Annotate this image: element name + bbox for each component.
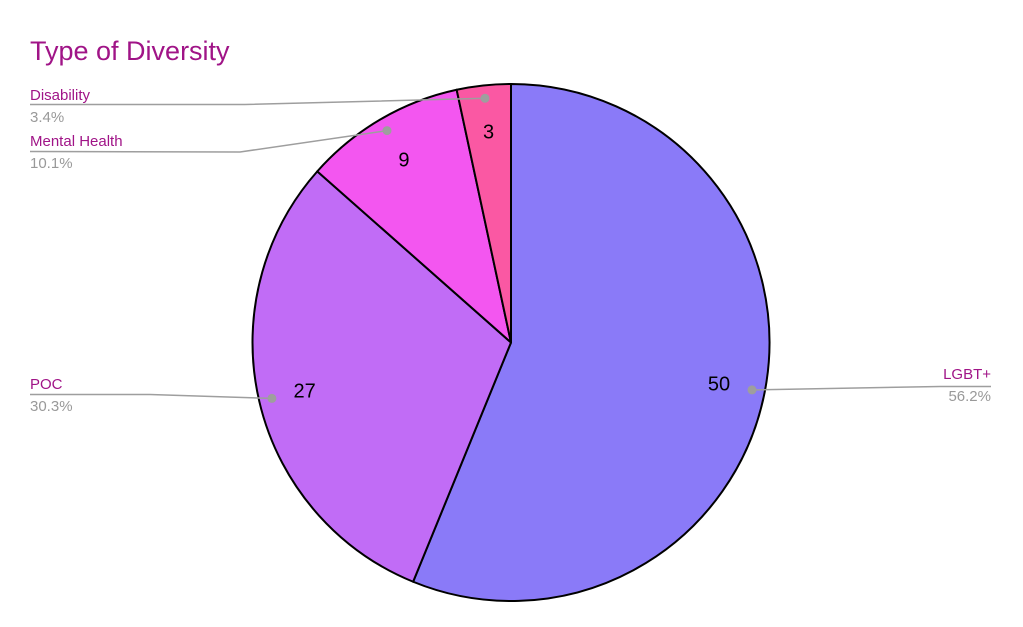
slice-label-mental-health: Mental Health 10.1% [30, 134, 123, 172]
slice-label-lgbt-percent: 56.2% [948, 388, 991, 405]
slice-label-disability-name: Disability [30, 87, 91, 104]
slice-value-disability: 3 [483, 122, 494, 144]
pie-slice-mental-health [316, 88, 512, 344]
slice-label-mental-health-percent: 10.1% [30, 155, 73, 172]
slice-label-poc-percent: 30.3% [30, 398, 73, 415]
slice-label-disability-percent: 3.4% [30, 109, 65, 126]
slice-label-poc-name: POC [30, 376, 63, 393]
slice-value-mental-health: 9 [398, 150, 409, 172]
slice-label-mental-health-name: Mental Health [30, 133, 123, 150]
leader-dot-mental-health [382, 126, 392, 136]
slice-value-lgbt: 50 [708, 373, 730, 395]
leader-line-lgbt [751, 385, 991, 391]
slice-value-poc: 27 [293, 381, 315, 403]
leader-line-mental-health [29, 129, 388, 153]
chart-title: Type of Diversity [30, 36, 230, 66]
pie-slice-lgbt [412, 83, 771, 602]
slice-label-lgbt-name: LGBT+ [943, 366, 991, 383]
leader-line-disability [30, 97, 486, 106]
pie-slice-disability [455, 83, 512, 344]
leader-dot-disability [480, 93, 490, 103]
slice-label-poc: POC 30.3% [30, 377, 73, 415]
pie-slice-poc [251, 170, 512, 583]
leader-dot-poc [267, 393, 277, 403]
slice-label-lgbt: LGBT+ 56.2% [943, 367, 991, 405]
slice-label-disability: Disability 3.4% [30, 88, 90, 126]
leader-line-poc [30, 393, 272, 400]
leader-dot-lgbt [747, 385, 757, 395]
